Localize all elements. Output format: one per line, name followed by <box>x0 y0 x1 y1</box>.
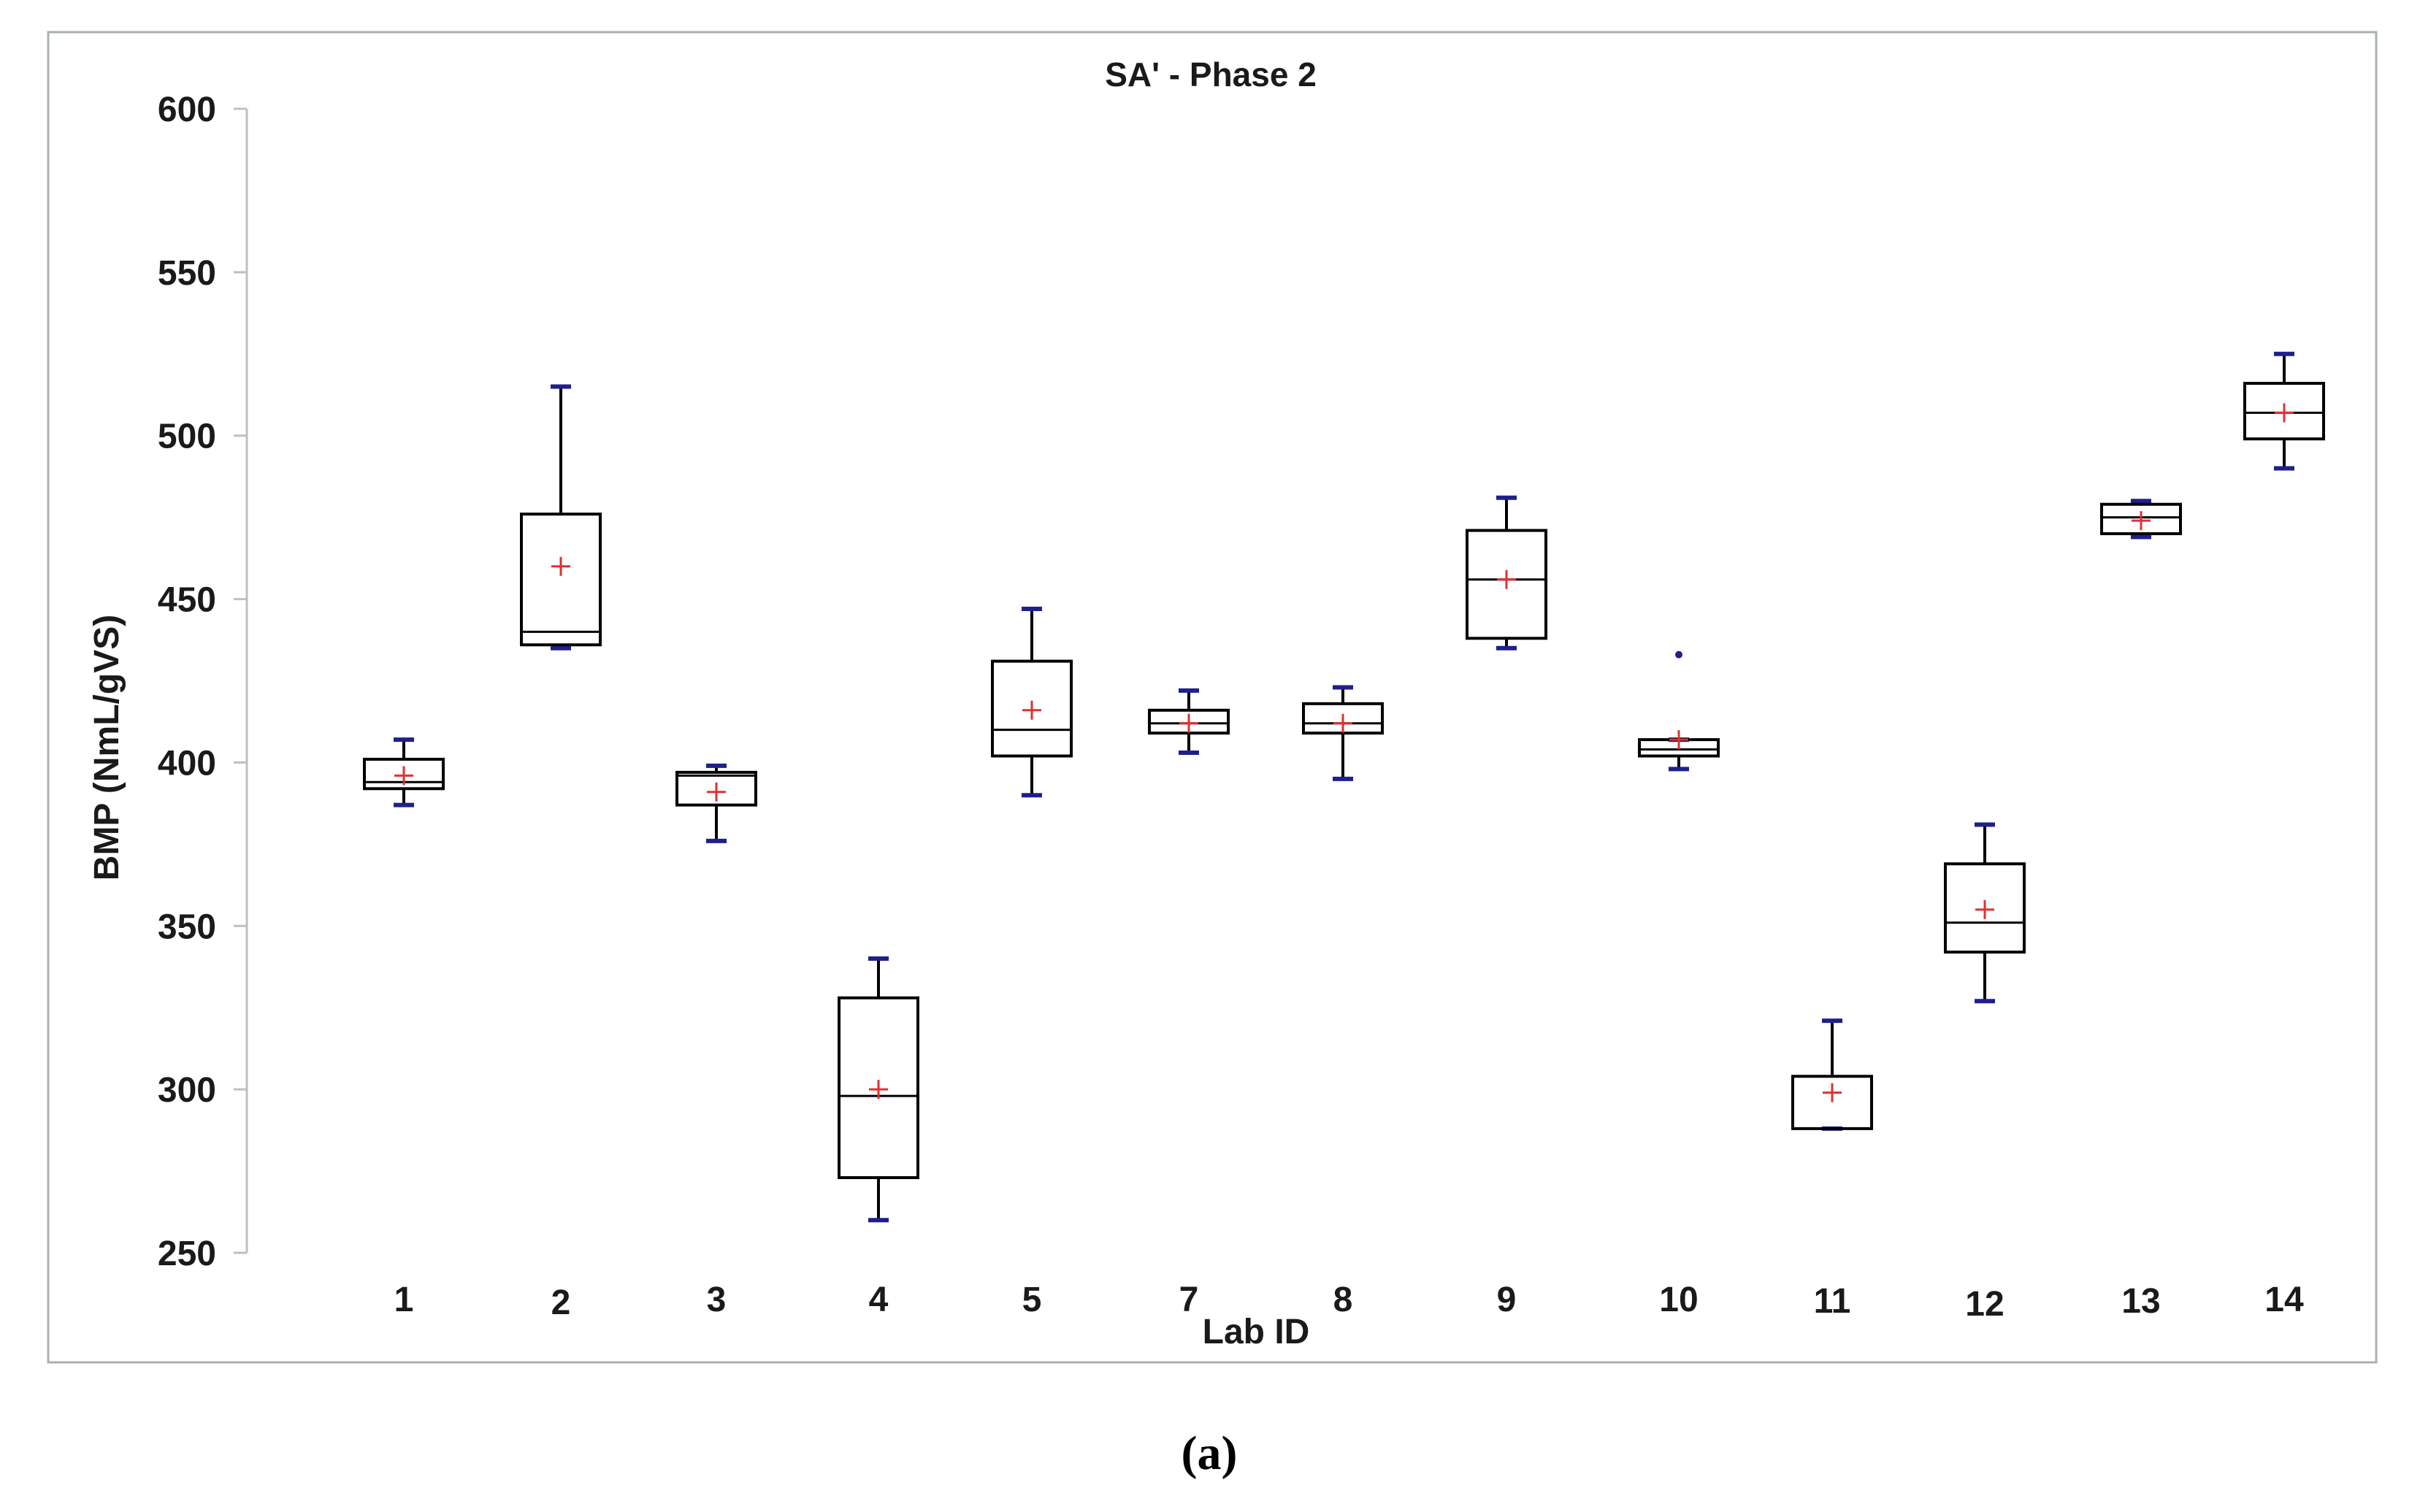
box-10: 10 <box>1638 651 1720 1319</box>
box-12: 12 <box>1944 822 2026 1324</box>
mean-marker <box>869 1080 888 1100</box>
iqr-box <box>1944 862 2026 954</box>
box-11: 11 <box>1791 1018 1873 1321</box>
iqr-box <box>520 513 602 647</box>
box-7: 7 <box>1148 688 1230 1319</box>
box-series: 1 2 3 4 5 7 8 9 10 11 12 13 14 <box>363 351 2325 1324</box>
mean-marker <box>551 556 570 576</box>
iqr-box <box>838 996 919 1180</box>
iqr-box <box>1466 529 1547 640</box>
x-tick-label: 7 <box>1179 1281 1199 1319</box>
iqr-box <box>2243 382 2325 441</box>
y-tick-label: 350 <box>158 907 216 946</box>
mean-marker <box>2275 403 2294 423</box>
y-tick-label: 450 <box>158 581 216 620</box>
x-axis-label: Lab ID <box>1203 1313 1310 1351</box>
x-tick-label: 3 <box>707 1281 727 1319</box>
x-tick-label: 13 <box>2121 1282 2160 1321</box>
box-3: 3 <box>675 763 757 1319</box>
iqr-box <box>1302 702 1384 735</box>
box-13: 13 <box>2100 499 2182 1321</box>
mean-marker <box>394 766 413 786</box>
iqr-box <box>363 757 445 791</box>
x-tick-label: 8 <box>1333 1281 1353 1319</box>
iqr-box <box>675 770 757 807</box>
figure-caption: (a) <box>1182 1427 1238 1480</box>
mean-marker <box>1669 730 1688 750</box>
box-4: 4 <box>838 956 919 1319</box>
mean-marker <box>1022 700 1041 720</box>
iqr-box <box>991 659 1073 758</box>
mean-marker <box>1333 713 1352 733</box>
axes: 250 300 350 400 450 500 550 600 <box>158 91 248 1273</box>
box-8: 8 <box>1302 685 1384 1319</box>
y-tick-label: 250 <box>158 1235 216 1273</box>
x-tick-label: 9 <box>1497 1281 1517 1319</box>
mean-marker <box>1975 899 1994 919</box>
x-tick-label: 4 <box>869 1281 889 1319</box>
x-tick-label: 5 <box>1022 1281 1042 1319</box>
x-tick-label: 2 <box>551 1283 571 1322</box>
mean-marker <box>2132 511 2151 531</box>
box-5: 5 <box>991 607 1073 1319</box>
outlier-point <box>1675 651 1682 659</box>
y-tick-label: 300 <box>158 1071 216 1110</box>
box-1: 1 <box>363 737 445 1319</box>
y-tick-label: 400 <box>158 744 216 783</box>
x-tick-label: 10 <box>1659 1281 1698 1319</box>
x-tick-label: 14 <box>2264 1281 2304 1319</box>
mean-marker <box>1823 1083 1842 1102</box>
iqr-box <box>1148 708 1230 735</box>
y-tick-label: 600 <box>158 91 216 129</box>
y-axis-label: BMP (NmL/gVS) <box>88 615 126 880</box>
mean-marker <box>1497 569 1516 589</box>
chart-title: SA' - Phase 2 <box>1105 55 1317 93</box>
x-tick-label: 11 <box>1814 1282 1851 1321</box>
box-14: 14 <box>2243 351 2325 1319</box>
x-tick-label: 1 <box>394 1281 414 1319</box>
x-tick-label: 12 <box>1965 1285 2004 1324</box>
mean-marker <box>1179 713 1198 733</box>
y-tick-label: 550 <box>158 254 216 293</box>
y-tick-label: 500 <box>158 418 216 456</box>
iqr-box <box>2100 502 2182 536</box>
box-9: 9 <box>1466 495 1547 1319</box>
chart-frame <box>47 31 2378 1364</box>
mean-marker <box>707 782 726 802</box>
box-2: 2 <box>520 384 602 1322</box>
